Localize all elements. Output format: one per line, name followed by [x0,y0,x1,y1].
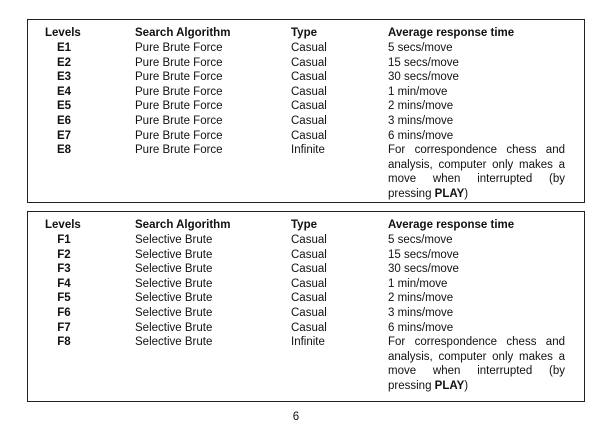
level-code: E2 [56,56,72,69]
level-code: F8 [57,336,71,349]
response-time: 2 mins/move [388,100,454,113]
response-time: 15 secs/move [388,248,459,261]
algorithm: Selective Brute [135,234,213,246]
type: Casual [291,234,327,246]
note-text: For correspondence chess and analysis, c… [388,336,565,392]
type: Casual [291,56,327,69]
type: Casual [291,292,327,305]
algorithm: Selective Brute [135,336,213,349]
note-tail: ) [464,379,469,392]
column-header: Levels [45,219,81,231]
algorithm: Pure Brute Force [135,144,223,157]
response-time: 2 mins/move [388,292,454,305]
level-code: E6 [56,115,72,127]
type: Casual [291,42,327,54]
response-time: 1 min/move [388,277,448,290]
algorithm: Pure Brute Force [135,71,223,84]
response-time: 6 mins/move [388,129,454,142]
level-code: F2 [57,248,71,261]
note-tail: ) [464,187,469,200]
level-code: F7 [57,321,71,334]
level-code: E4 [56,85,72,98]
column-header: Search Algorithm [135,219,231,231]
algorithm: Pure Brute Force [135,115,223,127]
type: Casual [291,71,327,84]
response-time: 1 min/move [388,85,448,98]
response-note: For correspondence chess and analysis, c… [388,335,565,393]
algorithm: Selective Brute [135,248,213,261]
level-code: E3 [56,71,72,84]
type: Casual [291,85,327,98]
level-code: F6 [57,307,71,319]
response-time: 3 mins/move [388,115,454,127]
type: Infinite [291,336,325,349]
levels-table: Levels Search Algorithm Type Average respon… [27,211,585,402]
note-key: PLAY [434,187,465,200]
response-time: 6 mins/move [388,321,454,334]
type: Casual [291,248,327,261]
algorithm: Pure Brute Force [135,129,223,142]
level-code: E5 [56,100,72,113]
level-code: F5 [57,292,71,305]
note-key: PLAY [434,379,465,392]
note-text: For correspondence chess and analysis, c… [388,144,565,200]
type: Casual [291,115,327,127]
response-time: 15 secs/move [388,56,459,69]
algorithm: Selective Brute [135,263,213,276]
response-time: 5 secs/move [388,42,453,54]
response-note: For correspondence chess and analysis, c… [388,143,565,201]
algorithm: Selective Brute [135,321,213,334]
type: Casual [291,277,327,290]
level-code: E1 [56,42,72,54]
response-time: 30 secs/move [388,263,459,276]
level-code: E7 [56,129,72,142]
response-time: 3 mins/move [388,307,454,319]
algorithm: Selective Brute [135,307,213,319]
level-code: F3 [57,263,71,276]
page-number: 6 [292,411,300,423]
column-header: Levels [45,27,81,39]
column-header: Average response time [388,219,515,231]
level-code: F4 [57,277,71,290]
algorithm: Selective Brute [135,277,213,290]
type: Casual [291,307,327,319]
algorithm: Pure Brute Force [135,56,223,69]
type: Casual [291,100,327,113]
algorithm: Pure Brute Force [135,42,223,54]
response-time: 30 secs/move [388,71,459,84]
column-header: Type [291,27,317,39]
column-header: Type [291,219,317,231]
column-header: Search Algorithm [135,27,231,39]
algorithm: Pure Brute Force [135,85,223,98]
level-code: E8 [56,144,72,157]
type: Casual [291,263,327,276]
algorithm: Selective Brute [135,292,213,305]
algorithm: Pure Brute Force [135,100,223,113]
level-code: F1 [57,234,71,246]
type: Casual [291,321,327,334]
type: Casual [291,129,327,142]
column-header: Average response time [388,27,515,39]
response-time: 5 secs/move [388,234,453,246]
type: Infinite [291,144,325,157]
levels-table: Levels Search Algorithm Type Average respon… [27,19,585,203]
